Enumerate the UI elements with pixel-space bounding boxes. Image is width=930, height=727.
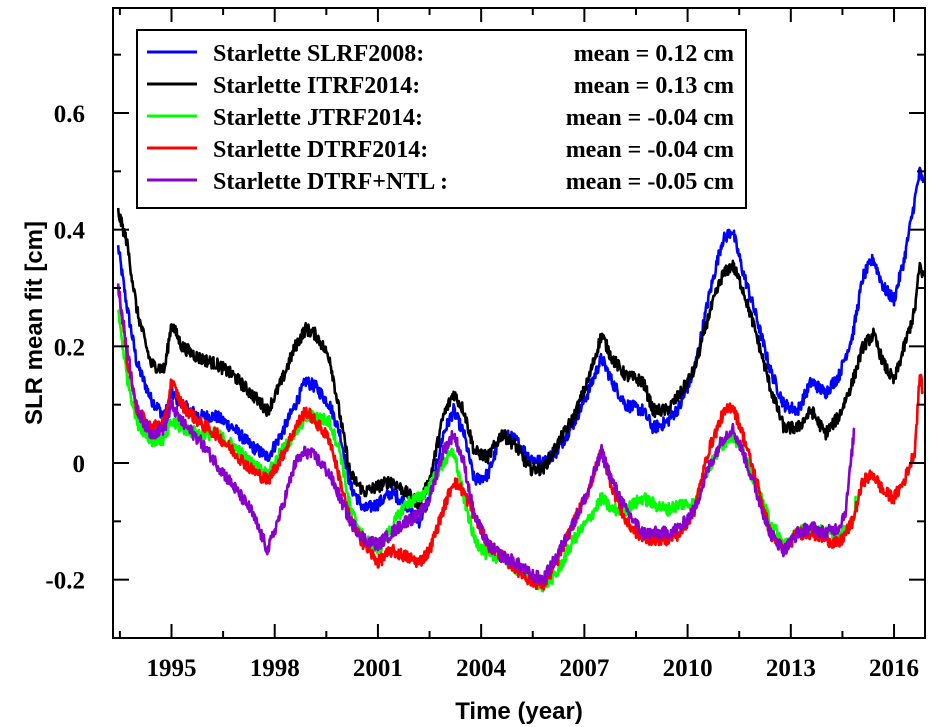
- legend-mean-value: mean = 0.13 cm: [574, 73, 734, 99]
- legend-series-name: Starlette JTRF2014:: [213, 105, 423, 131]
- legend-series-name: Starlette SLRF2008:: [213, 41, 424, 67]
- axis-ticks: [113, 8, 925, 639]
- legend-series-name: Starlette DTRF2014:: [213, 137, 428, 163]
- legend-mean-value: mean = 0.12 cm: [574, 41, 734, 67]
- series-line-2: [116, 207, 925, 511]
- x-tick-label: 1998: [250, 655, 300, 682]
- x-tick-label: 2010: [663, 655, 713, 682]
- legend-series-name: Starlette ITRF2014:: [213, 73, 420, 99]
- legend-mean-value: mean = -0.04 cm: [566, 137, 734, 163]
- plot-frame: [112, 7, 926, 639]
- x-tick-label: 2007: [559, 655, 609, 682]
- legend-mean-value: mean = -0.04 cm: [566, 105, 734, 131]
- y-tick-label: -0.2: [45, 568, 85, 595]
- x-tick-label: 2004: [456, 655, 507, 682]
- y-tick-label: 0.2: [54, 334, 85, 361]
- x-axis-title: Time (year): [455, 698, 583, 725]
- x-tick-label: 2001: [353, 655, 403, 682]
- y-tick-label: 0.6: [54, 101, 85, 128]
- series-line-5: [116, 283, 856, 585]
- legend: Starlette SLRF2008: mean = 0.12 cm Starlet…: [136, 29, 747, 209]
- series-layer: [116, 166, 925, 593]
- x-tick-label: 1995: [146, 655, 196, 682]
- legend-mean-value: mean = -0.05 cm: [566, 169, 734, 195]
- y-tick-label: 0.4: [54, 218, 86, 245]
- legend-series-name: Starlette DTRF+NTL :: [213, 169, 448, 195]
- series-line-1: [116, 166, 925, 529]
- x-tick-label: 2013: [766, 655, 816, 682]
- legend-box: [136, 29, 747, 209]
- y-axis-title: SLR mean fit [cm]: [21, 221, 48, 425]
- y-tick-label: 0: [73, 451, 86, 478]
- x-tick-label: 2016: [869, 655, 919, 682]
- tick-labels: 1995 1998 2001 2004 2007 2010 2013 2016 -0.2 0 0.2…: [45, 101, 919, 682]
